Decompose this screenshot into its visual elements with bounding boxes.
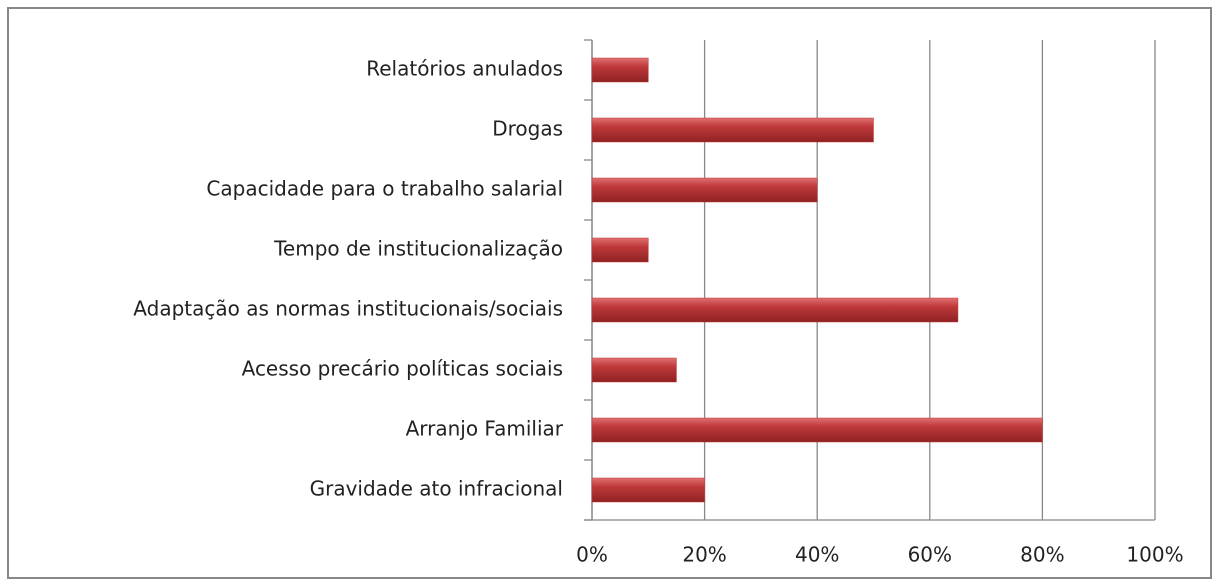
bar [591,177,818,203]
y-tick-label: Adaptação as normas institucionais/socia… [133,297,563,321]
bar [591,57,649,83]
bar [591,477,705,503]
x-tick-label: 80% [1020,543,1064,567]
y-tick-label: Tempo de institucionalização [273,237,563,261]
y-tick-label: Acesso precário políticas sociais [242,357,563,381]
bar [591,237,649,263]
y-tick-label: Arranjo Familiar [406,417,564,441]
bar [591,117,874,143]
x-tick-label: 40% [795,543,839,567]
bar [591,297,959,323]
x-tick-label: 20% [682,543,726,567]
x-tick-label: 0% [576,543,608,567]
y-tick-label: Gravidade ato infracional [310,477,563,501]
bar [591,357,677,383]
bar [591,417,1043,443]
x-tick-label: 100% [1126,543,1183,567]
x-tick-label: 60% [908,543,952,567]
y-tick-label: Capacidade para o trabalho salarial [206,177,563,201]
y-tick-label: Relatórios anulados [366,57,563,81]
y-tick-label: Drogas [492,117,563,141]
